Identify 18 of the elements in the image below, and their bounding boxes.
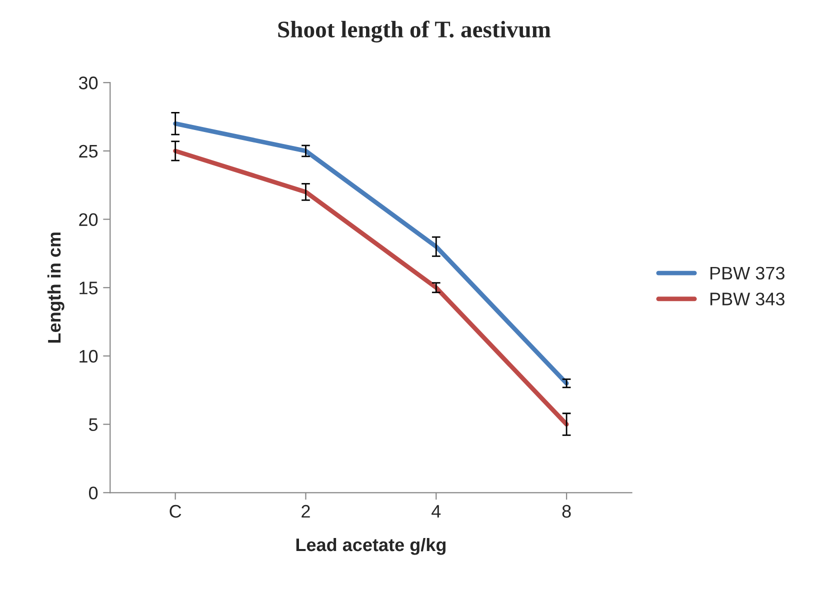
x-tick-label: C <box>170 504 182 518</box>
y-tick-label: 0 <box>88 486 98 500</box>
y-tick-label: 15 <box>80 282 98 294</box>
x-tick-label: 2 <box>302 504 310 518</box>
x-axis-title: Lead acetate g/kg <box>296 538 446 555</box>
y-tick-label: 20 <box>79 213 98 226</box>
y-tick-label: 25 <box>79 144 98 158</box>
line-series <box>173 148 569 427</box>
x-tick-label: 4 <box>432 505 441 518</box>
legend-label: PBW 343 <box>710 292 784 306</box>
x-tick-label: 8 <box>562 504 571 518</box>
y-axis-title: Length in cm <box>47 232 64 343</box>
line-series <box>173 121 569 386</box>
y-tick-label: 5 <box>89 418 98 432</box>
y-tick-label: 30 <box>78 76 98 90</box>
y-tick-label: 10 <box>80 350 98 363</box>
chart-title: Shoot length of T. aestivum <box>278 20 551 42</box>
legend-label: PBW 373 <box>710 266 784 280</box>
